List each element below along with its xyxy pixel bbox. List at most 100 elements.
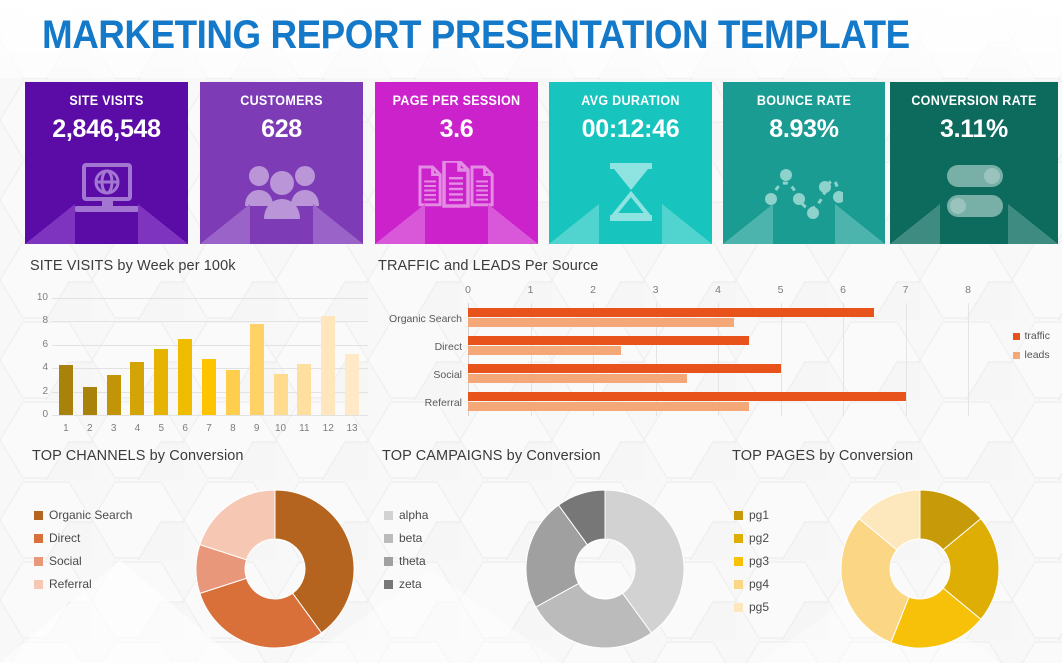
legend-swatch — [734, 510, 743, 520]
gridline — [655, 303, 657, 416]
y-axis-tick: 6 — [42, 338, 48, 350]
category-label: Direct — [434, 341, 462, 353]
documents-icon — [375, 152, 538, 232]
card-corner-right — [662, 204, 712, 244]
x-axis-tick: 2 — [590, 284, 596, 296]
donut-slice — [535, 582, 653, 649]
kpi-card-conversion-rate[interactable]: CONVERSION RATE 3.11% — [890, 82, 1058, 244]
legend-label: beta — [399, 531, 423, 545]
legend-label: Direct — [49, 531, 81, 545]
legend-item[interactable]: Organic Search — [34, 508, 132, 522]
donut-graphic — [195, 489, 355, 649]
site-visits-plot-area: 10 8 6 4 2 0 1 2 3 4 5 6 7 8 9 10 11 12 13 — [30, 290, 368, 438]
kpi-value: 3.11% — [939, 115, 1008, 143]
bar — [202, 358, 216, 415]
legend-swatch — [34, 556, 43, 566]
legend-item[interactable]: traffic — [1012, 330, 1050, 342]
page-title: MARKETING REPORT PRESENTATION TEMPLATE — [42, 12, 910, 57]
bar — [154, 349, 169, 415]
category-label: Referral — [424, 397, 462, 409]
x-axis-tick: 1 — [63, 423, 69, 434]
x-axis-tick: 4 — [134, 423, 141, 434]
traffic-leads-legend: traffic leads — [1012, 330, 1050, 368]
y-axis-tick: 2 — [42, 385, 48, 397]
legend-item[interactable]: Direct — [34, 531, 132, 545]
x-axis-tick: 5 — [777, 284, 784, 296]
legend-item[interactable]: Social — [34, 554, 132, 568]
x-axis-tick: 12 — [322, 423, 334, 434]
legend-item[interactable]: zeta — [384, 577, 428, 591]
bar — [82, 386, 97, 415]
legend-label: theta — [399, 554, 426, 568]
toggles-icon — [890, 152, 1058, 232]
legend-swatch — [1012, 332, 1020, 340]
legend-swatch — [34, 579, 43, 589]
gridline — [530, 303, 532, 416]
kpi-card-avg-duration[interactable]: AVG DURATION 00:12:46 — [549, 82, 712, 244]
gridline — [968, 303, 969, 416]
donut-slice — [199, 489, 276, 561]
legend-swatch — [734, 556, 743, 566]
kpi-value: 2,846,548 — [52, 115, 161, 143]
chart-title: TOP CAMPAIGNS by Conversion — [382, 448, 601, 464]
legend-item[interactable]: pg2 — [734, 531, 769, 545]
x-axis-tick: 9 — [253, 423, 260, 434]
y-axis-tick: 4 — [42, 362, 48, 374]
bar — [130, 362, 145, 415]
card-corner-right — [1008, 204, 1058, 244]
legend-label: Referral — [49, 577, 92, 591]
legend-swatch — [384, 533, 393, 543]
legend-label: pg4 — [749, 577, 770, 591]
legend-item[interactable]: beta — [384, 531, 428, 545]
legend-item[interactable]: alpha — [384, 508, 428, 522]
site-visits-chart-title: SITE VISITS by Week per 100k — [30, 258, 236, 274]
bar-leads — [468, 374, 687, 383]
x-axis-tick: 11 — [299, 423, 310, 434]
gridline — [52, 344, 368, 346]
legend-item[interactable]: pg1 — [734, 508, 769, 522]
kpi-value: 00:12:46 — [581, 115, 680, 143]
bar — [297, 364, 312, 415]
gridline — [718, 303, 719, 416]
bar-leads — [468, 318, 734, 327]
y-axis-tick: 8 — [42, 315, 48, 327]
legend-item[interactable]: Referral — [34, 577, 132, 591]
kpi-card-row: SITE VISITS 2,846,548 CUSTOMERS 628 PAGE PER… — [0, 82, 1062, 244]
donut-slice — [557, 489, 606, 546]
kpi-card-site-visits[interactable]: SITE VISITS 2,846,548 — [25, 82, 188, 244]
gridline — [780, 303, 782, 416]
legend-swatch — [1012, 351, 1020, 359]
top-channels-donut-chart: TOP CHANNELS by Conversion Organic Search… — [22, 446, 372, 663]
legend-item[interactable]: pg5 — [734, 600, 769, 614]
legend-item[interactable]: theta — [384, 554, 428, 568]
x-axis-tick: 4 — [715, 284, 721, 296]
x-axis-tick: 13 — [346, 423, 358, 434]
x-axis-tick: 8 — [230, 423, 236, 434]
legend-label: pg1 — [749, 508, 770, 522]
kpi-value: 3.6 — [439, 115, 474, 143]
gridline — [905, 303, 907, 416]
legend-item[interactable]: pg4 — [734, 577, 769, 591]
bar-traffic — [468, 336, 750, 345]
chart-legend: Organic Search Direct Social Referral — [34, 508, 132, 600]
card-corner-left — [25, 204, 75, 244]
gridline — [52, 298, 368, 299]
kpi-card-page-per-session[interactable]: PAGE PER SESSION 3.6 — [375, 82, 538, 244]
legend-item[interactable]: leads — [1012, 349, 1050, 361]
donut-slice — [942, 517, 1000, 621]
hourglass-icon — [549, 152, 712, 232]
kpi-card-customers[interactable]: CUSTOMERS 628 — [200, 82, 363, 244]
chart-legend: pg1 pg2 pg3 pg4 pg5 — [734, 508, 769, 623]
legend-label: zeta — [399, 577, 422, 591]
legend-label: alpha — [399, 508, 429, 522]
legend-item[interactable]: pg3 — [734, 554, 769, 568]
gridline — [52, 321, 368, 323]
kpi-card-bounce-rate[interactable]: BOUNCE RATE 8.93% — [723, 82, 885, 244]
legend-label: pg2 — [749, 531, 770, 545]
gridline — [843, 303, 844, 416]
people-group-icon — [200, 152, 363, 232]
legend-swatch — [734, 602, 743, 612]
bar-traffic — [468, 308, 875, 317]
card-corner-right — [835, 204, 885, 244]
bar — [249, 323, 264, 415]
